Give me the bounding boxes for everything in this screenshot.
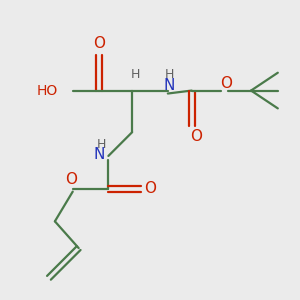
Text: H: H (130, 68, 140, 81)
Text: O: O (190, 129, 202, 144)
Text: H: H (165, 68, 174, 81)
Text: N: N (164, 78, 175, 93)
Text: O: O (65, 172, 77, 187)
Text: O: O (94, 35, 106, 50)
Text: H: H (96, 138, 106, 151)
Text: N: N (94, 147, 105, 162)
Text: O: O (220, 76, 232, 91)
Text: HO: HO (37, 84, 58, 98)
Text: O: O (144, 181, 156, 196)
